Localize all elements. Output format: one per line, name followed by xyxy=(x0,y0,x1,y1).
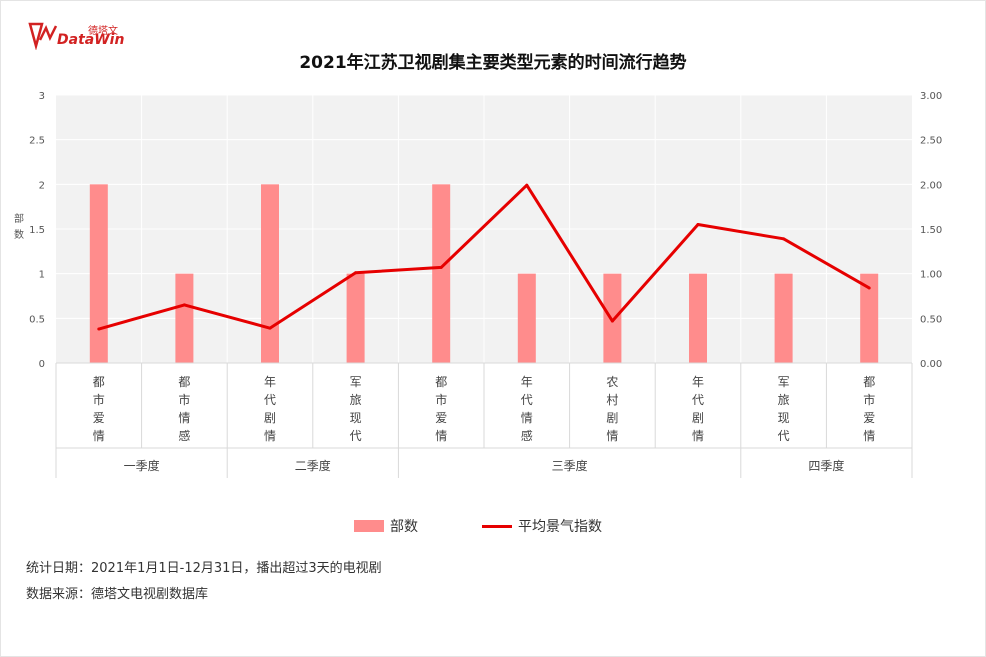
line-point xyxy=(182,303,186,307)
group-label: 三季度 xyxy=(552,458,588,473)
x-tick-label-char: 代 xyxy=(521,393,533,407)
line-point xyxy=(525,183,529,187)
note-source: 数据来源：德塔文电视剧数据库 xyxy=(26,587,209,602)
y-tick-label: 2 xyxy=(39,180,45,191)
x-tick-label-char: 代 xyxy=(692,393,704,407)
bar xyxy=(346,273,365,363)
line-point xyxy=(696,223,700,227)
bar xyxy=(774,273,793,363)
y2-tick-label: 2.50 xyxy=(920,136,942,147)
group-label: 四季度 xyxy=(808,458,844,473)
line-point xyxy=(782,237,786,241)
x-tick-label-char: 都 xyxy=(435,375,447,389)
y2-tick-label: 1.00 xyxy=(920,270,942,281)
x-tick-label-char: 军 xyxy=(350,375,362,389)
x-tick-label-char: 年 xyxy=(521,375,533,389)
bar xyxy=(432,184,451,363)
x-tick-label-char: 情 xyxy=(521,411,533,425)
x-tick-label-char: 情 xyxy=(93,429,105,443)
y-tick-label: 2.5 xyxy=(29,136,45,147)
x-tick-label-char: 年 xyxy=(264,375,276,389)
x-tick-label-char: 代 xyxy=(264,393,276,407)
y2-tick-label: 1.50 xyxy=(920,225,942,236)
chart-title: 2021年江苏卫视剧集主要类型元素的时间流行趋势 xyxy=(299,53,687,73)
line-point xyxy=(268,326,272,330)
note-date: 统计日期：2021年1月1日-12月31日，播出超过3天的电视剧 xyxy=(26,561,382,576)
legend-swatch-bar xyxy=(354,520,384,532)
logo-subtext: 德塔文 xyxy=(88,26,118,37)
legend-item-line: 平均景气指数 xyxy=(482,516,602,536)
x-tick-label-char: 感 xyxy=(521,428,533,443)
datawin-logo xyxy=(28,20,148,51)
x-tick-label-char: 剧 xyxy=(264,411,276,425)
bar xyxy=(860,273,879,363)
x-tick-label-char: 情 xyxy=(606,429,618,443)
bar xyxy=(517,273,536,363)
y-tick-label: 1.5 xyxy=(29,225,45,236)
x-tick-label-char: 情 xyxy=(863,429,875,443)
legend-item-bars: 部数 xyxy=(354,516,418,536)
x-tick-label-char: 市 xyxy=(178,392,190,407)
x-tick-label-char: 市 xyxy=(435,392,447,407)
bar xyxy=(689,273,707,363)
x-tick-label-char: 情 xyxy=(178,411,190,425)
x-tick-label-char: 情 xyxy=(435,429,447,443)
line-point xyxy=(439,265,443,269)
x-tick-label-char: 爱 xyxy=(435,411,447,425)
legend-label-bars: 部数 xyxy=(390,519,418,535)
x-tick-label-char: 现 xyxy=(350,411,362,425)
bar xyxy=(175,273,194,363)
y-tick-label: 0 xyxy=(39,359,45,370)
x-tick-label-char: 都 xyxy=(93,375,105,389)
x-tick-label-char: 剧 xyxy=(606,411,618,425)
x-tick-label-char: 都 xyxy=(863,375,875,389)
x-tick-label-char: 情 xyxy=(264,429,276,443)
x-tick-label-char: 市 xyxy=(863,392,875,407)
legend-swatch-line xyxy=(482,524,512,528)
y2-tick-label: 0.00 xyxy=(920,359,942,370)
x-tick-label-char: 村 xyxy=(606,393,618,407)
x-tick-label-char: 年 xyxy=(692,375,704,389)
line-point xyxy=(867,286,871,290)
bar xyxy=(89,184,108,363)
legend-label-line: 平均景气指数 xyxy=(518,519,602,535)
x-tick-label-char: 旅 xyxy=(350,393,362,407)
x-tick-label-char: 现 xyxy=(778,411,790,425)
y-tick-label: 1 xyxy=(39,270,45,281)
x-tick-label-char: 市 xyxy=(93,392,105,407)
x-tick-label-char: 军 xyxy=(778,375,790,389)
y-axis-label-char: 部 xyxy=(14,212,24,225)
y-tick-label: 3 xyxy=(39,91,45,102)
y2-tick-label: 2.00 xyxy=(920,180,942,191)
line-point xyxy=(354,271,358,275)
x-tick-label-char: 代 xyxy=(350,429,362,443)
group-label: 二季度 xyxy=(295,458,331,473)
bar xyxy=(261,184,279,363)
group-label: 一季度 xyxy=(124,458,160,473)
x-tick-label-char: 代 xyxy=(778,429,790,443)
x-tick-label-char: 旅 xyxy=(778,393,790,407)
datawin-logo-icon xyxy=(28,22,58,51)
logo-text: DataWin xyxy=(57,32,125,48)
x-tick-label-char: 农 xyxy=(606,375,618,389)
line-point xyxy=(97,327,101,331)
y-axis-label-char: 数 xyxy=(14,228,24,241)
x-tick-label-char: 剧 xyxy=(692,411,704,425)
x-tick-label-char: 感 xyxy=(178,428,190,443)
x-tick-label-char: 爱 xyxy=(93,411,105,425)
x-tick-label-char: 都 xyxy=(178,375,190,389)
y-tick-label: 0.5 xyxy=(29,314,45,325)
x-tick-label-char: 情 xyxy=(692,429,704,443)
line-series xyxy=(98,183,870,331)
y2-tick-label: 0.50 xyxy=(920,314,942,325)
y2-tick-label: 3.00 xyxy=(920,91,942,102)
x-tick-label-char: 爱 xyxy=(863,411,875,425)
line-point xyxy=(610,319,614,323)
